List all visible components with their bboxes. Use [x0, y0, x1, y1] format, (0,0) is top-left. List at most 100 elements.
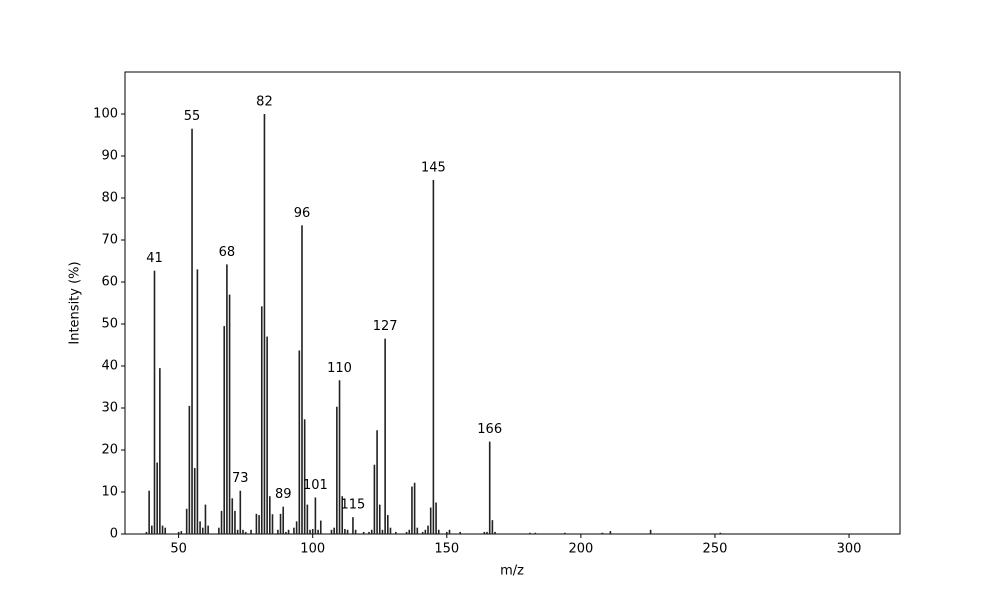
bar — [306, 504, 309, 534]
peak-label: 68 — [219, 245, 236, 260]
bar — [177, 531, 180, 534]
x-axis-label: m/z — [500, 564, 524, 579]
peak-label: 115 — [341, 498, 366, 513]
bar — [354, 529, 357, 534]
bar — [413, 482, 416, 534]
x-tick-label: 250 — [703, 542, 728, 557]
bar — [282, 506, 285, 534]
bar — [148, 490, 150, 534]
bar — [266, 336, 268, 534]
bar — [271, 514, 274, 534]
peak-label: 166 — [477, 422, 502, 437]
bar — [234, 510, 236, 534]
bar — [376, 430, 378, 534]
bar — [427, 525, 429, 534]
bar — [191, 128, 193, 534]
bar — [218, 527, 220, 534]
bar — [491, 520, 494, 534]
y-tick-label: 60 — [101, 275, 118, 290]
bar — [395, 531, 397, 534]
bar — [159, 368, 161, 534]
bar — [164, 527, 167, 534]
bar — [223, 326, 226, 534]
x-tick-label: 50 — [170, 542, 187, 557]
y-tick-label: 20 — [101, 443, 118, 458]
bar — [386, 515, 389, 534]
bar — [445, 531, 448, 534]
x-tick-label: 100 — [300, 542, 325, 557]
bar — [529, 532, 531, 534]
bar — [381, 529, 384, 534]
bar — [242, 529, 244, 534]
y-tick-label: 90 — [101, 149, 118, 164]
bar — [411, 486, 413, 534]
y-tick-label: 10 — [101, 485, 118, 500]
plot-frame — [124, 71, 901, 535]
bar — [145, 531, 148, 534]
bar — [563, 532, 566, 534]
bar — [435, 502, 437, 534]
y-tick-label: 70 — [101, 233, 118, 248]
bar — [416, 527, 419, 534]
peak-label: 127 — [373, 319, 398, 334]
bar — [260, 306, 263, 534]
bar — [180, 531, 183, 534]
bar — [317, 529, 319, 534]
y-tick-label: 0 — [110, 527, 118, 542]
bar — [601, 532, 604, 534]
bar — [378, 504, 381, 534]
bar — [193, 468, 196, 534]
bar — [279, 513, 282, 534]
bar — [204, 504, 207, 534]
bar — [156, 462, 158, 534]
bar — [352, 517, 354, 534]
bar — [255, 513, 258, 534]
bar — [228, 294, 231, 534]
bar — [301, 225, 303, 535]
peak-label: 145 — [421, 160, 446, 175]
bar — [344, 528, 346, 534]
bar — [330, 529, 333, 534]
bar — [319, 520, 322, 534]
bar — [161, 525, 164, 534]
bar — [389, 527, 392, 534]
bar — [199, 521, 201, 534]
bar — [250, 529, 252, 534]
bar — [201, 527, 204, 534]
bar — [236, 529, 239, 534]
y-tick-label: 40 — [101, 359, 118, 374]
peak-label: 96 — [294, 206, 311, 221]
bar — [448, 529, 451, 534]
peak-label: 41 — [146, 251, 163, 266]
peak-label: 82 — [256, 95, 273, 110]
bar — [263, 114, 266, 534]
bar — [196, 269, 199, 534]
peak-label: 73 — [232, 471, 249, 486]
bar — [311, 528, 314, 534]
bar — [244, 531, 247, 534]
x-tick-label: 150 — [434, 542, 459, 557]
bar — [298, 350, 301, 534]
peak-label: 89 — [275, 487, 292, 502]
bar — [188, 405, 191, 534]
bar — [488, 441, 491, 534]
bar — [432, 179, 435, 534]
bar — [309, 529, 311, 534]
bar — [429, 507, 432, 534]
bar — [226, 264, 228, 534]
bar — [207, 525, 209, 534]
bar — [346, 529, 349, 534]
bar — [258, 515, 260, 534]
peak-label: 101 — [303, 478, 328, 493]
bar — [384, 338, 386, 534]
bar — [231, 498, 234, 534]
bar — [362, 531, 365, 534]
bar — [285, 531, 287, 534]
bar — [405, 531, 408, 534]
peak-label: 110 — [327, 361, 352, 376]
bar — [368, 531, 370, 534]
y-tick-label: 30 — [101, 401, 118, 416]
bar — [370, 529, 373, 534]
bar — [239, 490, 242, 534]
